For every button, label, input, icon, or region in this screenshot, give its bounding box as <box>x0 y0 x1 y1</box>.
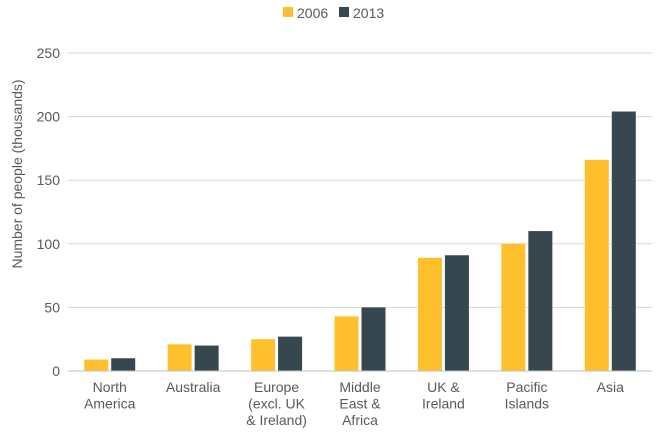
x-tick-label: Middle East & Africa <box>339 379 381 428</box>
bar-2006 <box>584 159 609 371</box>
bar-2006 <box>501 243 526 371</box>
x-tick-label-line: Australia <box>166 379 221 395</box>
y-tick-label: 200 <box>37 109 61 125</box>
bar-2006 <box>417 257 442 371</box>
x-tick-label-line: (excl. UK <box>248 396 305 412</box>
x-tick-label-line: North <box>93 379 127 395</box>
x-tick-label: North America <box>84 379 136 412</box>
legend-label: 2013 <box>353 5 384 21</box>
axes: 0 50 100 150 200 250 North America Australia Euro… <box>37 45 652 428</box>
y-tick-label: 250 <box>37 45 61 61</box>
x-tick-label-line: Europe <box>254 379 299 395</box>
x-tick-label-line: Middle <box>339 379 380 395</box>
y-tick-label: 50 <box>44 299 60 315</box>
bar-2013 <box>194 345 219 371</box>
x-tick-label-line: Islands <box>505 396 549 412</box>
x-tick-label-line: & Ireland) <box>246 412 307 428</box>
bar-2013 <box>444 255 469 371</box>
bar-2013 <box>528 231 553 371</box>
y-tick-label: 0 <box>52 363 60 379</box>
x-tick-label: Australia <box>166 379 221 395</box>
gridlines <box>68 52 652 308</box>
bar-2013 <box>611 111 636 372</box>
bar-2013 <box>361 307 386 371</box>
y-axis-label: Number of people (thousands) <box>9 79 25 268</box>
x-tick-label-line: East & <box>339 396 381 412</box>
x-tick-label: Europe (excl. UK & Ireland) <box>246 379 307 428</box>
legend-label: 2006 <box>297 5 328 21</box>
x-tick-label-line: Ireland <box>422 396 465 412</box>
x-tick-label-line: Asia <box>597 379 624 395</box>
bars <box>84 111 636 372</box>
legend: 2006 2013 <box>283 5 384 21</box>
x-tick-label-line: Pacific <box>506 379 547 395</box>
x-tick-label: Asia <box>597 379 624 395</box>
x-tick-label-line: UK & <box>427 379 460 395</box>
x-tick-label-line: Africa <box>342 412 378 428</box>
legend-swatch <box>339 7 349 17</box>
bar-2006 <box>334 316 359 371</box>
x-tick-label: UK & Ireland <box>422 379 465 412</box>
bar-2006 <box>251 339 276 371</box>
bar-2013 <box>111 358 136 371</box>
bar-2006 <box>167 344 192 371</box>
bar-2006 <box>84 359 109 371</box>
x-tick-label: Pacific Islands <box>505 379 549 412</box>
legend-swatch <box>283 7 293 17</box>
y-tick-label: 100 <box>37 236 61 252</box>
bar-2013 <box>278 336 303 371</box>
y-tick-label: 150 <box>37 172 61 188</box>
x-tick-label-line: America <box>84 396 136 412</box>
